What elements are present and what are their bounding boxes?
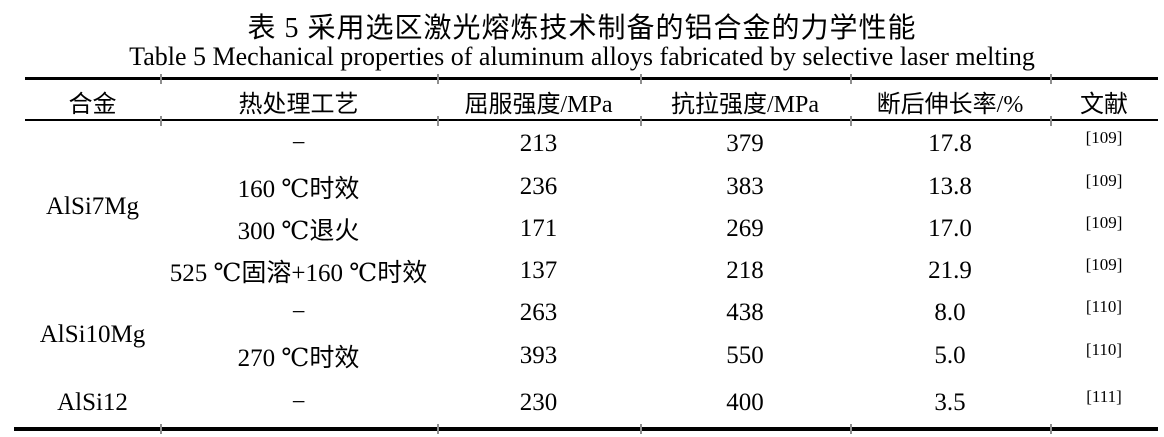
elongation-cell: 17.8 [928,130,972,157]
column-header-treatment: 热处理工艺 [238,92,359,118]
column-boundary-tick [640,74,642,84]
column-boundary-tick [640,116,642,126]
table-caption-chinese: 表 5 采用选区激光熔炼技术制备的铝合金的力学性能 [247,13,917,44]
column-header-elongation: 断后伸长率/% [876,92,1024,118]
column-boundary-tick [850,116,852,126]
column-boundary-tick [640,424,642,434]
column-boundary-tick [1050,74,1052,84]
table-row: AlSi10Mg − 263 438 8.0 [110] [25,292,1158,348]
column-boundary-tick [1050,424,1052,434]
reference-cell: [109] [1050,208,1158,250]
reference-cell: [109] [1050,166,1158,208]
tensile-strength-cell: 438 [726,299,764,326]
reference-cell: [109] [1050,250,1158,292]
elongation-cell: 17.0 [928,215,972,242]
treatment-cell: − [291,130,306,157]
column-boundary-tick [160,116,162,126]
yield-strength-cell: 230 [519,389,558,416]
yield-strength-cell: 137 [519,257,558,284]
header-row: 合金 热处理工艺 屈服强度/MPa 抗拉强度/MPa 断后伸长率/% 文献 [25,81,1158,122]
column-boundary-tick [437,116,439,126]
reference-cell: [111] [1050,378,1158,428]
column-boundary-tick [160,74,162,84]
column-boundary-tick [437,74,439,84]
table-bottom-rule [14,424,1158,434]
column-boundary-tick [850,424,852,434]
column-header-yield-strength: 屈服强度/MPa [464,92,613,118]
elongation-cell: 5.0 [934,342,966,369]
elongation-cell: 13.8 [928,173,972,200]
column-boundary-tick [437,424,439,434]
column-boundary-tick [160,424,162,434]
alloy-cell: AlSi7Mg [45,193,140,220]
elongation-cell: 8.0 [934,299,966,326]
table-caption-english: Table 5 Mechanical properties of aluminu… [129,42,1035,71]
tensile-strength-cell: 400 [726,389,764,416]
reference-superscript: [109] [1085,213,1123,232]
reference-superscript: [109] [1085,171,1123,190]
tensile-strength-cell: 379 [726,130,764,157]
table-row: 300 ℃退火 171 269 17.0 [109] [25,208,1158,250]
reference-superscript: [111] [1086,387,1122,406]
table-row: 160 ℃时效 236 383 13.8 [109] [25,166,1158,208]
reference-superscript: [110] [1085,340,1123,359]
reference-superscript: [109] [1085,128,1123,147]
header-separator-rule [25,116,1158,126]
treatment-cell: − [291,389,306,416]
alloy-cell: AlSi12 [57,389,128,416]
column-header-alloy: 合金 [68,92,117,118]
tensile-strength-cell: 383 [726,173,764,200]
tensile-strength-cell: 218 [726,257,764,284]
treatment-cell: 525 ℃固溶+160 ℃时效 [169,260,428,287]
reference-cell: [110] [1050,292,1158,334]
yield-strength-cell: 213 [519,130,558,157]
column-boundary-tick [850,74,852,84]
elongation-cell: 3.5 [934,389,966,416]
table-row: 270 ℃时效 393 550 5.0 [110] [25,334,1158,378]
column-boundary-tick [1050,116,1052,126]
treatment-cell: 270 ℃时效 [237,345,360,372]
reference-cell: [110] [1050,334,1158,378]
column-header-tensile-strength: 抗拉强度/MPa [670,92,819,118]
reference-cell: [109] [1050,122,1158,166]
treatment-cell: 300 ℃退火 [237,218,360,245]
reference-superscript: [110] [1085,297,1123,316]
treatment-cell: 160 ℃时效 [237,176,360,203]
column-header-reference: 文献 [1080,92,1128,118]
yield-strength-cell: 171 [519,215,558,242]
tensile-strength-cell: 269 [726,215,764,242]
table-row: AlSi12 − 230 400 3.5 [111] [25,378,1158,428]
mechanical-properties-table: 合金 热处理工艺 屈服强度/MPa 抗拉强度/MPa 断后伸长率/% 文献 Al… [25,81,1158,428]
table-row: AlSi7Mg − 213 379 17.8 [109] [25,122,1158,220]
reference-superscript: [109] [1085,255,1123,274]
table-row: 525 ℃固溶+160 ℃时效 137 218 21.9 [109] [25,250,1158,292]
yield-strength-cell: 263 [519,299,558,326]
treatment-cell: − [291,299,306,326]
tensile-strength-cell: 550 [726,342,764,369]
table-top-rule [25,74,1158,84]
alloy-cell: AlSi10Mg [39,321,146,348]
yield-strength-cell: 393 [519,342,558,369]
yield-strength-cell: 236 [519,173,558,200]
elongation-cell: 21.9 [928,257,972,284]
